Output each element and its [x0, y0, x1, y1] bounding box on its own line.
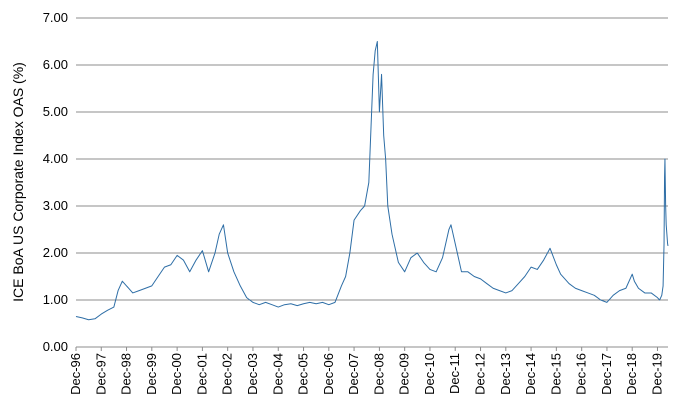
x-tick-label: Dec-04	[270, 353, 285, 395]
y-tick-label: 5.00	[43, 104, 68, 119]
oas-series-line	[75, 41, 669, 321]
y-tick-label: 3.00	[43, 198, 68, 213]
x-axis-tick-labels: Dec-96 Dec-97 Dec-98 Dec-99 Dec-00 Dec-01 Dec-…	[68, 347, 664, 395]
y-tick-label: 6.00	[43, 57, 68, 72]
x-tick-label: Dec-17	[599, 353, 614, 395]
x-tick-label: Dec-07	[346, 353, 361, 395]
x-tick-label: Dec-16	[574, 353, 589, 395]
x-tick-label: Dec-15	[548, 353, 563, 395]
x-tick-label: Dec-05	[296, 353, 311, 395]
x-tick-label: Dec-02	[220, 353, 235, 395]
x-tick-label: Dec-99	[144, 353, 159, 395]
grid-lines	[76, 17, 668, 348]
y-tick-label: 1.00	[43, 292, 68, 307]
x-tick-label: Dec-96	[68, 353, 83, 395]
x-tick-label: Dec-10	[422, 353, 437, 395]
y-axis-title: ICE BoA US Corporate Index OAS (%)	[10, 62, 26, 302]
x-tick-label: Dec-97	[93, 353, 108, 395]
x-tick-label: Dec-00	[169, 353, 184, 395]
x-tick-label: Dec-08	[371, 353, 386, 395]
x-tick-label: Dec-03	[245, 353, 260, 395]
y-tick-label: 2.00	[43, 245, 68, 260]
y-axis-tick-labels: 0.00 1.00 2.00 3.00 4.00 5.00 6.00 7.00	[43, 10, 68, 354]
x-tick-label: Dec-11	[447, 353, 462, 394]
x-tick-label: Dec-98	[119, 353, 134, 395]
x-tick-label: Dec-09	[397, 353, 412, 395]
y-tick-label: 7.00	[43, 10, 68, 25]
x-tick-label: Dec-01	[194, 353, 209, 395]
x-tick-label: Dec-13	[498, 353, 513, 395]
x-tick-label: Dec-12	[473, 353, 488, 395]
y-tick-label: 4.00	[43, 151, 68, 166]
x-tick-label: Dec-19	[649, 353, 664, 395]
y-tick-label: 0.00	[43, 339, 68, 354]
x-tick-label: Dec-06	[321, 353, 336, 395]
x-tick-label: Dec-18	[624, 353, 639, 395]
x-tick-label: Dec-14	[523, 353, 538, 395]
